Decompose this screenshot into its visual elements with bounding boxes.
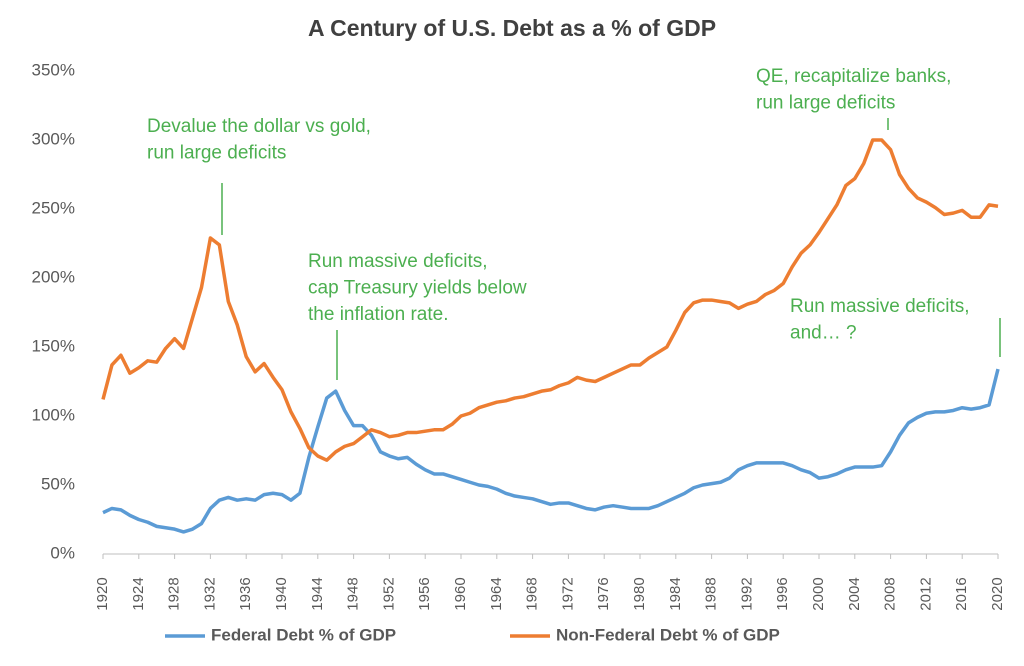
x-tick-label: 2008 [882,577,899,610]
x-tick-label: 1960 [452,577,469,610]
x-tick-label: 1928 [166,577,183,610]
y-tick-label: 200% [32,267,75,286]
annotation: QE, recapitalize banks, [756,66,951,87]
x-tick-label: 1944 [309,577,326,610]
x-tick-label: 1992 [738,577,755,610]
x-tick-label: 1940 [273,577,290,610]
x-tick-label: 1988 [703,577,720,610]
x-tick-label: 1996 [774,577,791,610]
series-line [101,138,999,462]
x-tick-label: 1980 [631,577,648,610]
x-tick-label: 1984 [667,577,684,610]
x-tick-label: 2016 [953,577,970,610]
annotation: run large deficits [756,93,895,114]
y-tick-label: 350% [32,60,75,79]
annotation: and… ? [790,323,857,344]
annotation: cap Treasury yields below [308,278,527,299]
x-tick-label: 1948 [345,577,362,610]
chart-title: A Century of U.S. Debt as a % of GDP [308,15,716,41]
annotation: run large deficits [147,143,286,164]
legend-label: Federal Debt % of GDP [211,625,396,644]
x-tick-label: 1936 [237,577,254,610]
y-tick-label: 50% [41,474,75,493]
x-tick-label: 1920 [94,577,111,610]
y-tick-label: 150% [32,336,75,355]
x-tick-label: 1976 [595,577,612,610]
x-tick-label: 1964 [488,577,505,610]
series-line [102,368,1000,534]
y-tick-label: 0% [50,543,75,562]
x-tick-label: 1968 [524,577,541,610]
x-tick-label: 1932 [201,577,218,610]
x-tick-label: 1924 [130,577,147,610]
x-tick-label: 2020 [989,577,1006,610]
x-tick-label: 1952 [380,577,397,610]
y-tick-label: 100% [32,405,75,424]
x-tick-label: 2000 [810,577,827,610]
x-tick-label: 1972 [559,577,576,610]
annotation: Run massive deficits, [790,296,970,317]
y-tick-label: 300% [32,129,75,148]
y-tick-label: 250% [32,198,75,217]
annotation: the inflation rate. [308,304,448,325]
legend-label: Non-Federal Debt % of GDP [556,625,780,644]
x-tick-label: 2004 [846,577,863,610]
x-tick-label: 1956 [416,577,433,610]
annotation: Run massive deficits, [308,251,488,272]
x-tick-label: 2012 [917,577,934,610]
annotation: Devalue the dollar vs gold, [147,116,371,137]
